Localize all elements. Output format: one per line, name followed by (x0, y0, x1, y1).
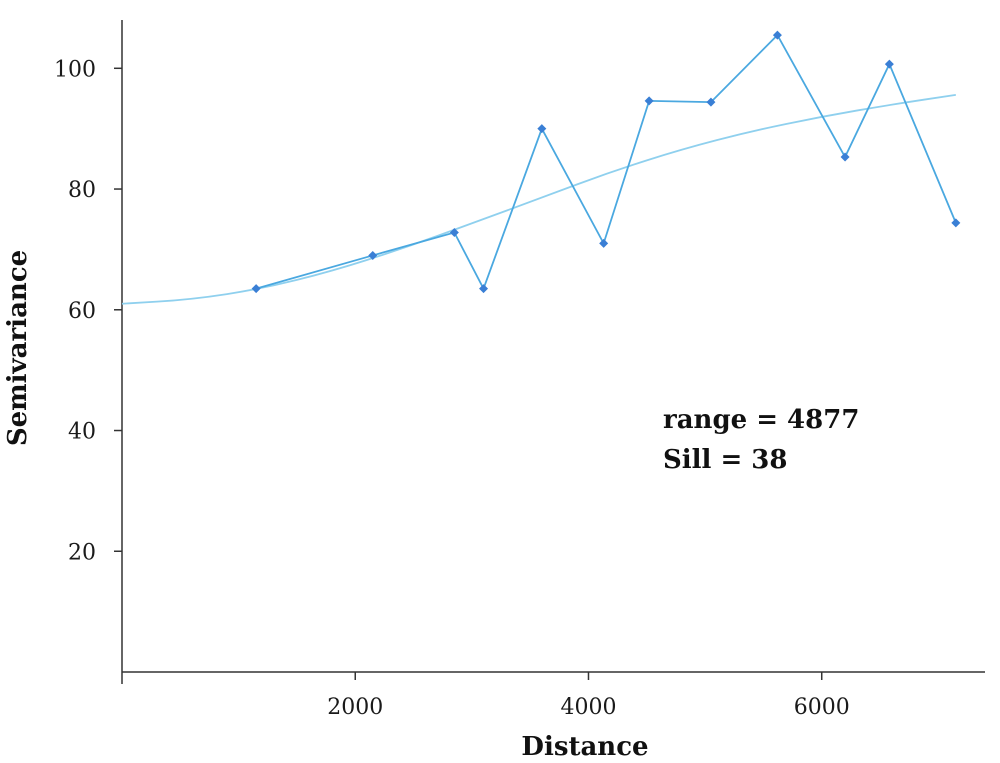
markers-layer (251, 30, 961, 294)
data-point-marker (368, 250, 378, 260)
data-point-marker (599, 238, 609, 248)
x-tick-label: 2000 (327, 695, 383, 720)
data-point-marker (449, 228, 459, 238)
data-point-marker (251, 284, 261, 294)
data-point-marker (479, 284, 489, 294)
data-point-marker (706, 97, 716, 107)
x-axis-title: Distance (521, 732, 648, 762)
experimental-series-layer (255, 33, 957, 291)
data-point-marker (772, 30, 782, 40)
fitted-model-curve (121, 93, 956, 305)
annotation-sill: Sill = 38 (663, 445, 787, 475)
x-tick-label: 4000 (560, 695, 616, 720)
ticks: 20 40 60 80 100 2000 4000 6000 (54, 57, 850, 720)
y-axis-title: Semivariance (3, 250, 33, 446)
data-point-marker (644, 96, 654, 106)
fitted-model-layer (121, 93, 956, 305)
y-tick-label: 80 (68, 178, 96, 203)
data-point-marker (884, 59, 894, 69)
y-tick-label: 60 (68, 299, 96, 324)
y-tick-label: 100 (54, 57, 96, 82)
data-point-marker (537, 124, 547, 134)
x-tick-label: 6000 (794, 695, 850, 720)
data-point-marker (840, 152, 850, 162)
axes (121, 20, 985, 673)
y-tick-label: 40 (68, 420, 96, 445)
annotation-range: range = 4877 (663, 405, 859, 435)
experimental-semivariance-line (255, 33, 957, 291)
data-point-marker (951, 218, 961, 228)
y-tick-label: 20 (68, 540, 96, 565)
